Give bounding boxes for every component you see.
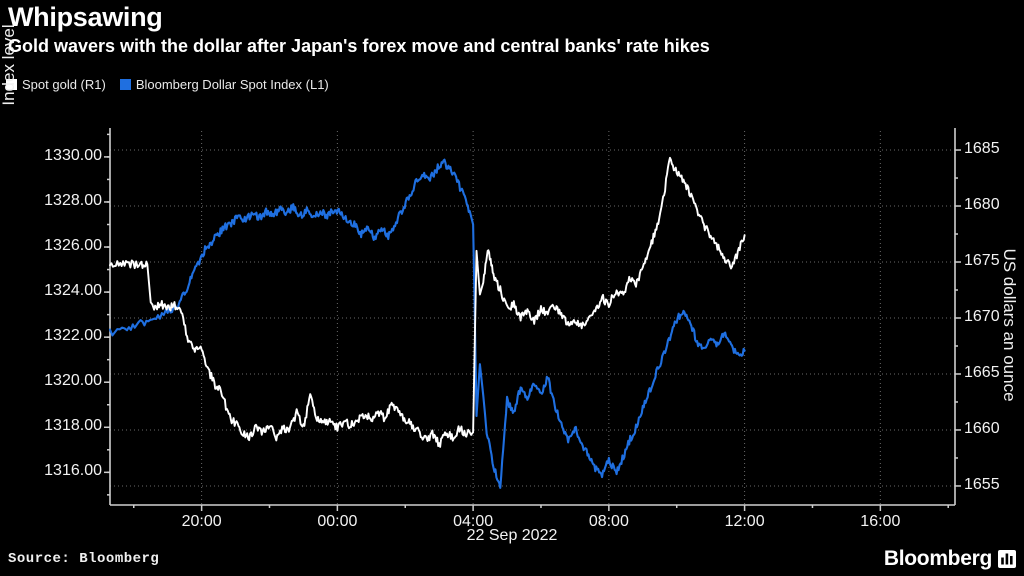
y-axis-right-tick-label: 1670: [964, 308, 1000, 325]
x-axis-tick-label: 12:00: [724, 513, 765, 530]
page-subtitle: Gold wavers with the dollar after Japan'…: [8, 36, 710, 56]
y-axis-right-tick-label: 1655: [964, 475, 1000, 493]
page-title: Whipsawing: [8, 2, 163, 32]
legend-label: Bloomberg Dollar Spot Index (L1): [135, 77, 329, 92]
y-axis-right-tick-label: 1660: [964, 419, 1000, 437]
legend-item-dollar-index[interactable]: Bloomberg Dollar Spot Index (L1): [119, 77, 329, 92]
legend-item-spot-gold[interactable]: Spot gold (R1): [6, 77, 106, 92]
legend-swatch-icon: [6, 79, 17, 90]
y-axis-left-tick-label: 1324.00: [44, 282, 102, 300]
x-axis-tick-label: 20:00: [181, 513, 222, 530]
y-axis-right-tick-label: 1680: [964, 196, 1000, 214]
y-axis-right-tick-label: 1665: [964, 363, 1000, 381]
brand-label: Bloomberg: [883, 547, 992, 570]
legend-swatch-icon: [119, 79, 131, 90]
y-axis-left-tick-label: 1328.00: [44, 191, 102, 209]
y-axis-left-tick-label: 1322.00: [44, 327, 102, 345]
y-axis-right-tick-label: 1675: [964, 252, 1000, 269]
bloomberg-bars-icon: [998, 550, 1016, 568]
x-axis-tick-label: 16:00: [860, 513, 901, 530]
x-axis-tick-label: 08:00: [588, 513, 629, 530]
x-axis-title: 22 Sep 2022: [466, 527, 558, 544]
source-note: Source: Bloomberg: [8, 551, 160, 567]
x-axis-tick-label: 00:00: [317, 513, 358, 530]
y-axis-left-tick-label: 1316.00: [44, 462, 102, 480]
y-axis-left-tick-label: 1330.00: [44, 146, 102, 164]
legend-label: Spot gold (R1): [22, 77, 106, 92]
y-axis-left-title: Index level: [0, 24, 18, 106]
y-axis-left-tick-label: 1326.00: [44, 237, 102, 255]
y-axis-right-tick-label: 1685: [964, 140, 1000, 158]
bloomberg-brand: Bloomberg: [884, 547, 1016, 571]
x-axis-tick-label: 04:00: [453, 513, 494, 530]
y-axis-left-tick-label: 1320.00: [44, 372, 102, 390]
chart-legend: Spot gold (R1) Bloomberg Dollar Spot Ind…: [6, 77, 329, 92]
y-axis-left-tick-label: 1318.00: [44, 417, 102, 435]
